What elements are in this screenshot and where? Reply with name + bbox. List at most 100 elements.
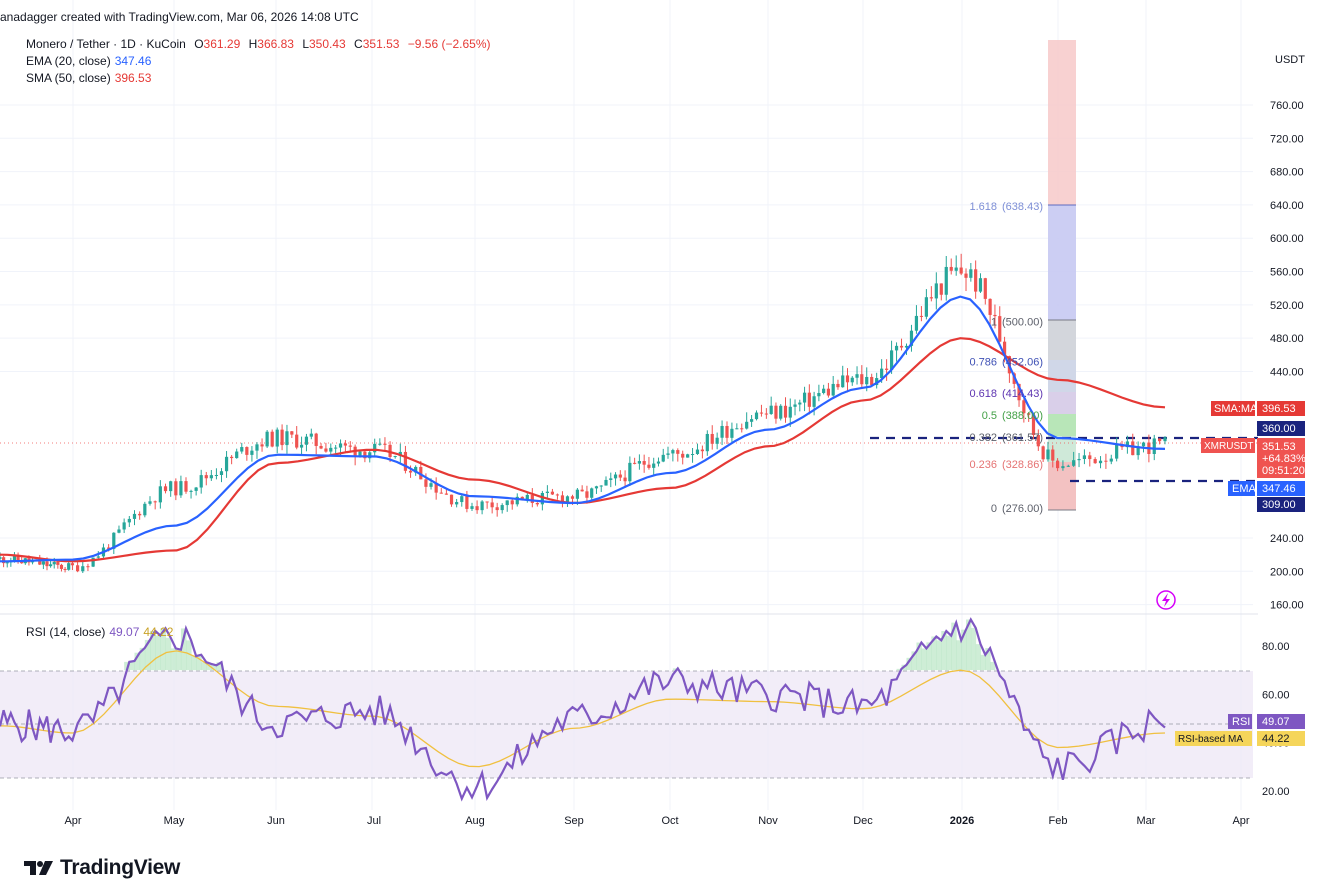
candle-body <box>122 522 126 530</box>
fib-retracement[interactable] <box>1048 40 1076 511</box>
time-tick-label: Mar <box>1137 815 1156 827</box>
candle-body <box>1163 437 1167 442</box>
candle-body <box>1051 449 1055 461</box>
candle-body <box>974 269 978 292</box>
candle-body <box>1055 460 1060 469</box>
fib-level-label: (361.57) <box>1002 432 1043 444</box>
candle-body <box>969 269 973 278</box>
rsi-line[interactable] <box>0 617 1166 802</box>
candle-body <box>81 566 85 572</box>
candle-body <box>754 412 759 420</box>
rsi-tag-label: RSI <box>1232 716 1250 728</box>
ema-legend-value: 347.46 <box>114 54 152 68</box>
candle-body <box>255 444 259 451</box>
candle-body <box>112 532 116 549</box>
candle-body <box>295 434 299 448</box>
fib-ratio-label: 0.5 <box>982 410 997 422</box>
fib-labels: (638.43) 1.618 (500.00) 1 (452.06) 0.786 (414.… <box>969 201 1043 515</box>
candle-body <box>585 491 589 498</box>
rsi-overbought-fill <box>985 648 991 671</box>
candle-body <box>954 267 958 271</box>
candle-body <box>67 563 71 570</box>
candle-body <box>885 368 889 370</box>
rsi-ma-line[interactable] <box>0 650 1166 768</box>
rsi-overbought-fill <box>906 657 912 671</box>
candle-body <box>343 443 348 446</box>
candle-body <box>676 450 680 454</box>
rsi-overbought-fill <box>951 622 957 671</box>
rsi-overbought-fill <box>196 654 202 671</box>
candle-body <box>1017 383 1021 401</box>
candle-body <box>138 513 142 516</box>
candle-body <box>209 475 213 479</box>
sma-legend-row[interactable]: SMA (50, close) 396.53 <box>26 70 491 87</box>
tradingview-brand[interactable]: TradingView <box>24 856 180 880</box>
candle-body <box>690 454 695 456</box>
time-tick-label: Aug <box>465 815 485 827</box>
rsi-tick-label: 20.00 <box>1262 786 1290 798</box>
rsi-overbought-fill <box>139 647 146 671</box>
candle-body <box>363 451 367 459</box>
rsi-overbought-fill <box>160 628 167 671</box>
candle-body <box>802 392 807 403</box>
candle-body <box>594 486 599 489</box>
candle-body <box>720 425 724 438</box>
candle-body <box>1104 460 1108 462</box>
candle-body <box>909 330 914 346</box>
candle-body <box>1066 465 1070 467</box>
candle-body <box>388 444 392 458</box>
candle-body <box>870 376 874 386</box>
rsi-overbought-fill <box>990 661 996 671</box>
candle-body <box>189 490 193 492</box>
ema-20-line[interactable] <box>0 295 1166 563</box>
candle-body <box>740 428 744 430</box>
ema-legend-row[interactable]: EMA (20, close) 347.46 <box>26 53 491 70</box>
candle-body <box>403 451 408 471</box>
candle-body <box>70 563 75 566</box>
candle-body <box>779 405 783 419</box>
time-tick-label: Nov <box>758 815 778 827</box>
candle-body <box>132 513 137 519</box>
lightning-icon[interactable] <box>1156 590 1176 610</box>
candle-body <box>715 437 719 444</box>
rsi-ma-legend-value: 44.22 <box>143 625 174 639</box>
symbol-title[interactable]: Monero / Tether · 1D · KuCoin <box>26 37 186 51</box>
candle-body <box>299 444 304 448</box>
candle-body <box>12 554 17 562</box>
candle-body <box>285 431 289 446</box>
sma-tag-label: SMA:MA <box>1214 403 1258 415</box>
rsi-tags: RSI 49.07 RSI-based MA 44.22 <box>1175 714 1305 746</box>
rsi-legend-label: RSI (14, close) <box>26 625 106 639</box>
candle-body <box>671 450 675 454</box>
candle-body <box>495 507 499 511</box>
candle-body <box>1131 441 1135 456</box>
chart-legend: Monero / Tether · 1D · KuCoin O361.29 H3… <box>26 36 491 87</box>
rsi-legend[interactable]: RSI (14, close) 49.07 44.22 <box>26 625 173 639</box>
low-label: L <box>302 37 309 51</box>
candle-body <box>49 564 53 567</box>
candle-body <box>475 506 479 511</box>
candle-body <box>378 443 382 445</box>
candle-body <box>230 456 234 459</box>
rsi-overbought-fill <box>211 665 217 671</box>
change-pct-value: +64.83% <box>1262 453 1306 465</box>
rsi-tick-label: 80.00 <box>1262 641 1290 653</box>
candle-body <box>265 431 269 447</box>
candle-body <box>613 474 618 479</box>
close-label: C <box>354 37 363 51</box>
candle-body <box>465 496 469 509</box>
price-tick-label: 240.00 <box>1270 533 1304 545</box>
rsi-overbought-fill <box>175 649 182 671</box>
candle-body <box>510 500 514 505</box>
symbol-ohlc-row[interactable]: Monero / Tether · 1D · KuCoin O361.29 H3… <box>26 36 491 53</box>
candle-body <box>599 485 603 487</box>
candle-body <box>983 278 987 299</box>
chart-credit: anadagger created with TradingView.com, … <box>0 10 359 24</box>
candle-body <box>959 267 963 274</box>
candle-body <box>628 462 632 482</box>
candle-body <box>338 443 343 448</box>
candle-body <box>199 475 203 488</box>
time-tick-label: Dec <box>853 815 873 827</box>
candle-body <box>633 462 637 464</box>
